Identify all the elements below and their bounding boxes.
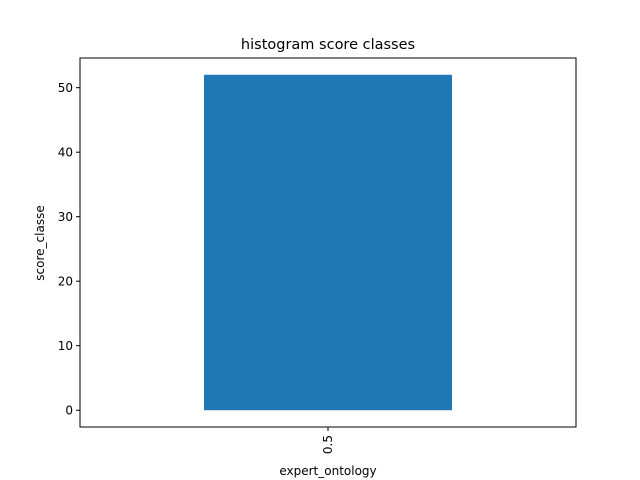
y-axis-ticks: 0 10 20 30 40 50 <box>58 81 80 418</box>
y-tick-label-3: 30 <box>58 210 73 224</box>
x-axis-ticks: 0.5 <box>321 427 335 454</box>
y-tick-label-2: 20 <box>58 275 73 289</box>
bars-group <box>204 74 452 411</box>
chart-title: histogram score classes <box>241 37 415 53</box>
x-axis-label: expert_ontology <box>279 464 376 478</box>
x-tick-label-0: 0.5 <box>321 435 335 454</box>
y-tick-label-0: 0 <box>65 404 73 418</box>
y-axis-label: score_classe <box>33 205 47 280</box>
y-tick-label-4: 40 <box>58 146 73 160</box>
y-tick-label-5: 50 <box>58 81 73 95</box>
bar-0 <box>204 74 452 411</box>
plot-area-frame <box>79 57 577 428</box>
y-tick-label-1: 10 <box>58 339 73 353</box>
